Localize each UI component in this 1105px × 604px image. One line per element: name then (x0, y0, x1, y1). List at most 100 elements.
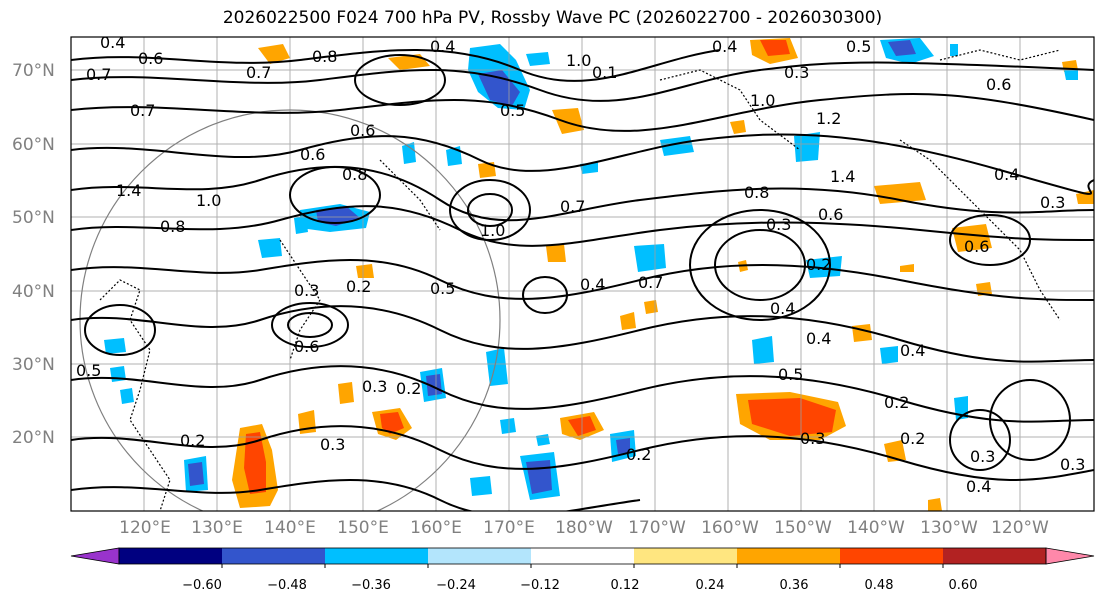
svg-text:20°N: 20°N (12, 428, 55, 448)
svg-text:0.3: 0.3 (784, 63, 809, 82)
svg-text:0.36: 0.36 (780, 578, 809, 593)
svg-text:0.3: 0.3 (320, 435, 345, 454)
svg-text:0.1: 0.1 (592, 63, 617, 82)
svg-text:130°E: 130°E (191, 518, 243, 538)
svg-text:0.7: 0.7 (130, 101, 155, 120)
svg-text:0.4: 0.4 (770, 299, 795, 318)
svg-text:0.6: 0.6 (294, 337, 319, 356)
svg-text:0.7: 0.7 (86, 65, 111, 84)
svg-text:140°E: 140°E (264, 518, 316, 538)
svg-text:0.2: 0.2 (346, 277, 371, 296)
svg-text:120°E: 120°E (119, 518, 171, 538)
svg-text:0.4: 0.4 (806, 329, 831, 348)
svg-text:0.6: 0.6 (818, 205, 843, 224)
svg-text:50°N: 50°N (12, 208, 55, 228)
svg-text:1.4: 1.4 (830, 167, 855, 186)
svg-text:−0.12: −0.12 (520, 578, 560, 593)
svg-text:−0.36: −0.36 (351, 578, 391, 593)
colorbar-segment (943, 548, 1047, 564)
svg-text:40°N: 40°N (12, 282, 55, 302)
svg-text:70°N: 70°N (12, 61, 55, 81)
svg-text:0.8: 0.8 (160, 217, 185, 236)
colorbar-border (118, 547, 1047, 565)
range-circle (79, 109, 501, 511)
svg-text:0.3: 0.3 (1040, 193, 1065, 212)
svg-text:170°E: 170°E (483, 518, 535, 538)
svg-text:0.4: 0.4 (994, 165, 1019, 184)
colorbar-extend-low (70, 547, 120, 565)
svg-text:60°N: 60°N (12, 135, 55, 155)
svg-text:0.6: 0.6 (138, 49, 163, 68)
svg-text:0.2: 0.2 (806, 255, 831, 274)
svg-text:−0.48: −0.48 (267, 578, 307, 593)
svg-text:0.3: 0.3 (1060, 455, 1085, 474)
svg-text:0.2: 0.2 (884, 393, 909, 412)
svg-text:30°N: 30°N (12, 355, 55, 375)
svg-text:0.2: 0.2 (180, 431, 205, 450)
graticule (71, 37, 1094, 511)
svg-text:1.0: 1.0 (566, 51, 591, 70)
svg-text:0.4: 0.4 (712, 37, 737, 56)
svg-text:0.6: 0.6 (300, 145, 325, 164)
svg-text:−0.24: −0.24 (436, 578, 476, 593)
svg-text:0.2: 0.2 (626, 445, 651, 464)
svg-text:1.2: 1.2 (816, 109, 841, 128)
svg-text:0.6: 0.6 (350, 121, 375, 140)
contour-labels: 0.4 0.6 0.7 0.8 0.4 1.0 0.1 0.4 0.3 0.5 … (76, 33, 1085, 496)
colorbar-segment (119, 548, 223, 564)
svg-text:160°E: 160°E (410, 518, 462, 538)
latitude-labels: 70°N 60°N 50°N 40°N 30°N 20°N (12, 61, 55, 448)
svg-text:0.4: 0.4 (100, 33, 125, 52)
svg-text:0.24: 0.24 (696, 578, 725, 593)
svg-text:140°W: 140°W (847, 518, 905, 538)
svg-text:0.3: 0.3 (970, 447, 995, 466)
svg-text:150°W: 150°W (774, 518, 832, 538)
colorbar-tick-labels: −0.60 −0.48 −0.36 −0.24 −0.12 0.12 0.24 … (182, 578, 977, 593)
svg-text:0.8: 0.8 (342, 165, 367, 184)
svg-text:1.0: 1.0 (196, 191, 221, 210)
svg-text:0.5: 0.5 (500, 101, 525, 120)
svg-text:0.7: 0.7 (560, 197, 585, 216)
svg-text:0.4: 0.4 (966, 477, 991, 496)
svg-text:0.3: 0.3 (800, 429, 825, 448)
colorbar-segment (634, 548, 738, 564)
svg-text:0.3: 0.3 (766, 215, 791, 234)
svg-text:0.12: 0.12 (611, 578, 640, 593)
colorbar-segment (840, 548, 944, 564)
svg-text:0.4: 0.4 (430, 37, 455, 56)
colorbar-segment (325, 548, 429, 564)
coastlines (99, 49, 1061, 511)
svg-text:130°W: 130°W (920, 518, 978, 538)
svg-text:0.8: 0.8 (744, 183, 769, 202)
colorbar-segment (428, 548, 532, 564)
svg-text:150°E: 150°E (337, 518, 389, 538)
svg-text:0.2: 0.2 (900, 429, 925, 448)
svg-text:1.0: 1.0 (480, 221, 505, 240)
longitude-labels: 120°E 130°E 140°E 150°E 160°E 170°E 180°… (119, 518, 1049, 538)
svg-text:1.0: 1.0 (750, 91, 775, 110)
svg-text:−0.60: −0.60 (182, 578, 222, 593)
map-frame (70, 36, 1095, 512)
svg-text:0.4: 0.4 (580, 275, 605, 294)
colorbar-segment (222, 548, 326, 564)
pv-contours (71, 49, 1094, 511)
svg-text:0.6: 0.6 (964, 237, 989, 256)
svg-text:180°W: 180°W (555, 518, 613, 538)
svg-text:160°W: 160°W (701, 518, 759, 538)
map-title: 2026022500 F024 700 hPa PV, Rossby Wave … (222, 8, 883, 28)
svg-text:0.5: 0.5 (430, 279, 455, 298)
colorbar (70, 547, 1095, 568)
svg-text:0.5: 0.5 (846, 37, 871, 56)
colorbar-extend-high (1045, 547, 1095, 565)
svg-text:0.3: 0.3 (362, 377, 387, 396)
svg-text:0.3: 0.3 (294, 281, 319, 300)
svg-text:0.8: 0.8 (312, 47, 337, 66)
svg-text:0.2: 0.2 (396, 379, 421, 398)
svg-text:0.60: 0.60 (949, 578, 978, 593)
svg-text:0.4: 0.4 (900, 341, 925, 360)
svg-text:0.5: 0.5 (76, 361, 101, 380)
svg-text:0.48: 0.48 (865, 578, 894, 593)
colorbar-segment (531, 548, 635, 564)
svg-text:1.4: 1.4 (116, 181, 141, 200)
